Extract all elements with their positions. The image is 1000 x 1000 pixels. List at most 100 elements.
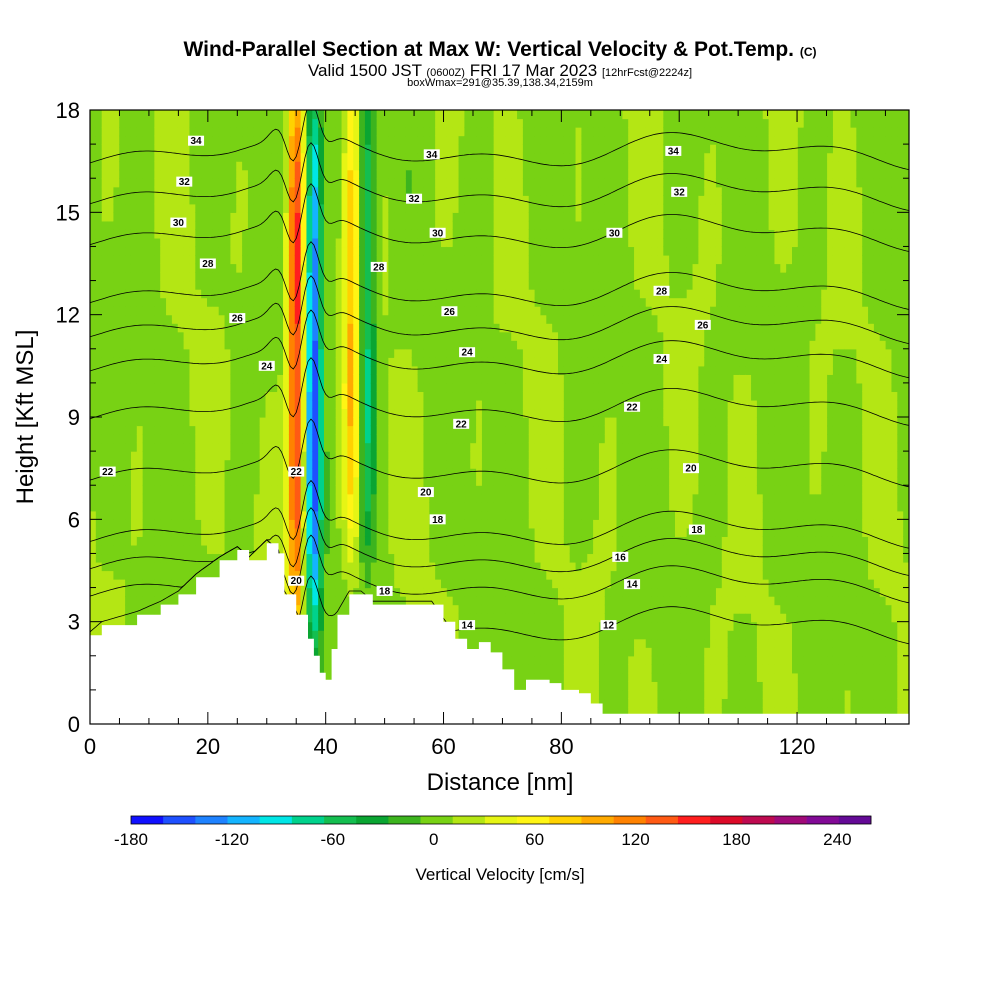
velocity-cell (364, 263, 372, 273)
velocity-cell (493, 587, 501, 597)
velocity-cell (411, 434, 419, 444)
velocity-cell (171, 357, 179, 367)
velocity-cell (452, 365, 460, 375)
velocity-cell (95, 553, 103, 563)
velocity-cell (166, 297, 173, 307)
velocity-cell (429, 502, 436, 512)
velocity-cell (347, 425, 354, 435)
velocity-cell (359, 169, 366, 179)
velocity-cell (300, 220, 308, 230)
velocity-cell (288, 382, 296, 393)
velocity-cell (388, 323, 395, 333)
velocity-cell (382, 382, 389, 393)
velocity-cell (195, 502, 202, 512)
velocity-cell (207, 434, 214, 444)
velocity-cell (324, 399, 331, 410)
velocity-cell (201, 391, 208, 401)
velocity-cell (218, 536, 226, 546)
velocity-cell (101, 263, 109, 273)
velocity-cell (119, 399, 126, 410)
velocity-cell (388, 118, 395, 128)
velocity-cell (441, 357, 448, 367)
velocity-cell (312, 169, 319, 179)
velocity-cell (335, 323, 343, 333)
velocity-cell (294, 544, 302, 555)
velocity-cell (411, 468, 419, 478)
velocity-cell (119, 613, 126, 623)
velocity-cell (283, 536, 290, 546)
velocity-cell (230, 510, 237, 520)
velocity-cell (230, 272, 237, 282)
velocity-cell (160, 186, 167, 196)
velocity-cell (183, 544, 191, 555)
velocity-cell (224, 544, 231, 555)
velocity-cell (271, 161, 278, 171)
velocity-cell (318, 510, 325, 520)
velocity-cell (154, 604, 161, 614)
velocity-cell (218, 365, 226, 375)
velocity-cell (493, 561, 501, 572)
velocity-cell (90, 630, 97, 640)
velocity-cell (166, 596, 173, 606)
velocity-cell (189, 331, 196, 341)
velocity-cell (177, 510, 185, 520)
velocity-cell (400, 314, 407, 324)
velocity-cell (464, 186, 471, 196)
velocity-cell (212, 323, 220, 333)
velocity-cell (329, 613, 337, 623)
velocity-cell (458, 178, 465, 188)
velocity-cell (218, 289, 226, 299)
velocity-cell (125, 118, 132, 128)
velocity-cell (464, 263, 471, 273)
velocity-cell (218, 476, 226, 486)
velocity-cell (119, 229, 126, 239)
velocity-cell (370, 365, 378, 375)
velocity-cell (277, 237, 284, 248)
velocity-cell (125, 306, 132, 316)
velocity-cell (493, 613, 501, 623)
velocity-cell (265, 178, 272, 188)
velocity-cell (142, 459, 150, 469)
velocity-cell (259, 237, 267, 248)
velocity-cell (171, 502, 179, 512)
velocity-cell (90, 118, 97, 128)
velocity-cell (306, 110, 313, 120)
velocity-cell (487, 297, 495, 307)
velocity-cell (405, 220, 413, 230)
velocity-cell (423, 254, 430, 265)
velocity-cell (171, 485, 179, 495)
velocity-cell (318, 570, 325, 580)
velocity-cell (189, 254, 196, 265)
velocity-cell (347, 357, 354, 367)
velocity-cell (95, 485, 103, 495)
velocity-cell (107, 476, 114, 486)
velocity-cell (218, 280, 226, 290)
velocity-cell (411, 331, 419, 341)
velocity-cell (130, 220, 138, 230)
velocity-cell (452, 570, 460, 580)
velocity-cell (294, 212, 302, 222)
velocity-cell (177, 135, 185, 145)
velocity-cell (458, 391, 465, 401)
velocity-cell (136, 357, 144, 367)
velocity-cell (306, 365, 313, 375)
velocity-cell (171, 178, 179, 188)
velocity-cell (423, 246, 430, 256)
velocity-cell (142, 527, 150, 537)
velocity-cell (224, 459, 231, 469)
velocity-cell (382, 357, 389, 367)
velocity-cell (177, 485, 185, 495)
velocity-cell (95, 195, 103, 205)
velocity-cell (247, 365, 255, 375)
velocity-cell (101, 476, 109, 486)
velocity-cell (224, 127, 231, 137)
velocity-cell (294, 553, 302, 563)
velocity-cell (154, 476, 161, 486)
velocity-cell (429, 374, 436, 384)
velocity-cell (405, 468, 413, 478)
velocity-cell (271, 510, 278, 520)
velocity-cell (160, 144, 167, 154)
velocity-cell (160, 442, 167, 452)
velocity-cell (265, 442, 272, 452)
velocity-cell (183, 135, 191, 145)
